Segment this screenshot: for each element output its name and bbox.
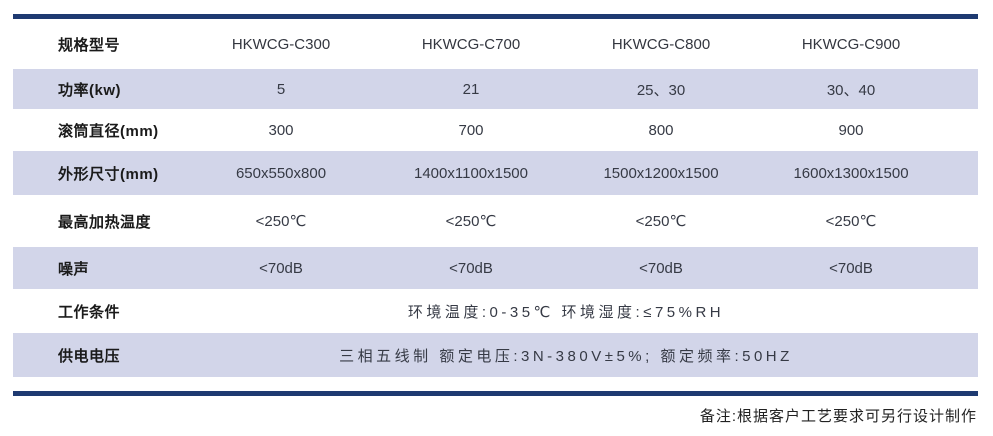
spec-value: <70dB [259,259,303,277]
spec-value: <250℃ [445,213,497,230]
footer-note: 备注:根据客户工艺要求可另行设计制作 [699,408,977,425]
spec-value: 21 [462,80,480,98]
spec-value: <70dB [829,259,873,277]
spec-table: 规格型号 HKWCG-C300 HKWCG-C700 HKWCG-C800 HK… [13,19,978,377]
table-header-row: 规格型号 HKWCG-C300 HKWCG-C700 HKWCG-C800 HK… [13,19,978,69]
table-row-drum-diameter: 滚筒直径(mm) 300 700 800 900 [13,109,978,151]
header-row-label: 规格型号 [58,36,121,54]
spec-value-span: 三相五线制 额定电压:3N-380V±5%; 额定频率:50HZ [339,347,793,365]
table-row-working-conditions: 工作条件 环境温度:0-35℃ 环境湿度:≤75%RH [13,289,978,333]
top-rule-bar [13,14,978,19]
spec-value: 25、30 [636,81,686,99]
spec-value: 650x550x800 [235,164,327,182]
spec-value: 300 [268,121,294,139]
table-row-power: 功率(kw) 5 21 25、30 30、40 [13,69,978,109]
row-label: 最高加热温度 [58,213,152,231]
spec-value: 1400x1100x1500 [414,164,528,182]
spec-value: <250℃ [825,213,877,230]
row-label: 外形尺寸(mm) [58,165,159,183]
bottom-rule-bar [13,391,978,396]
row-label: 工作条件 [58,303,121,321]
model-name: HKWCG-C300 [231,35,331,53]
spec-value: 900 [838,121,864,139]
spec-value: <70dB [639,259,683,277]
table-row-dimensions: 外形尺寸(mm) 650x550x800 1400x1100x1500 1500… [13,151,978,195]
spec-value: 800 [648,121,674,139]
model-name: HKWCG-C700 [421,35,521,53]
spec-value: <250℃ [635,213,687,230]
table-row-noise: 噪声 <70dB <70dB <70dB <70dB [13,247,978,289]
spec-value: <250℃ [255,213,307,230]
spec-value: 30、40 [826,81,876,99]
spec-value-span: 环境温度:0-35℃ 环境湿度:≤75%RH [407,303,725,321]
table-row-supply-voltage: 供电电压 三相五线制 额定电压:3N-380V±5%; 额定频率:50HZ [13,333,978,377]
row-label: 功率(kw) [58,81,122,99]
spec-value: <70dB [449,259,493,277]
model-name: HKWCG-C900 [801,35,901,53]
spec-value: 5 [276,80,286,98]
row-label: 滚筒直径(mm) [58,122,159,140]
table-row-max-heating-temp: 最高加热温度 <250℃ <250℃ <250℃ <250℃ [13,195,978,247]
spec-value: 1500x1200x1500 [603,164,719,182]
spec-value: 700 [458,121,484,139]
model-name: HKWCG-C800 [611,35,711,53]
row-label: 噪声 [58,260,90,278]
spec-value: 1600x1300x1500 [793,164,909,182]
row-label: 供电电压 [58,347,121,365]
